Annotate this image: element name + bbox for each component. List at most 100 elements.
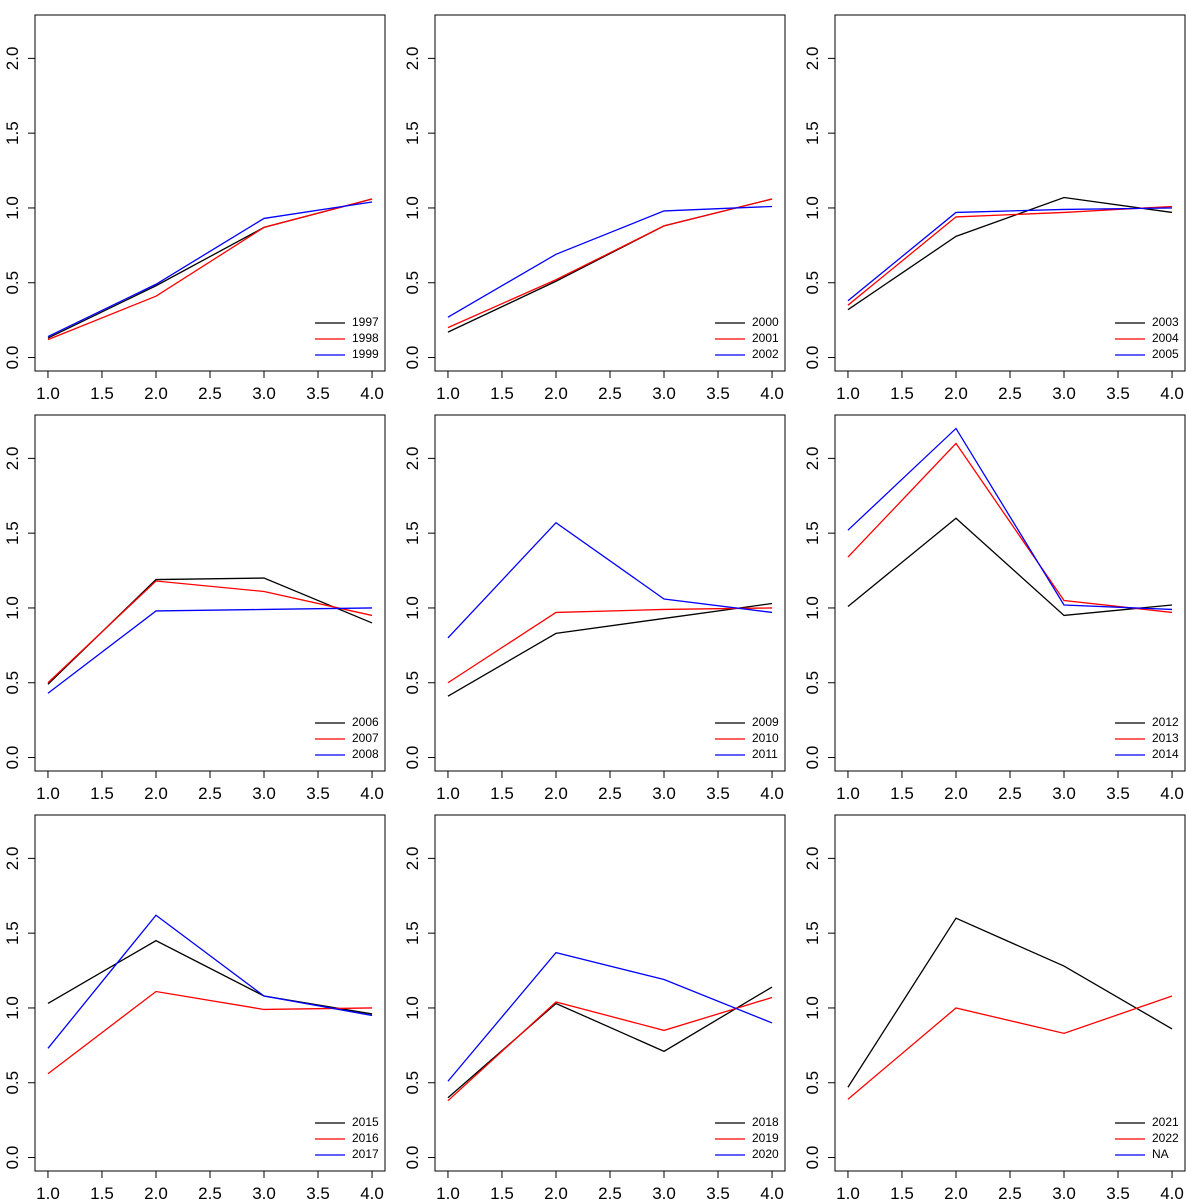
x-tick-label: 2.0 [544,384,568,403]
x-tick-label: 3.0 [652,784,676,803]
y-tick-label: 1.5 [3,121,22,145]
y-tick-label: 0.0 [3,1146,22,1170]
series-line [447,198,773,329]
legend-label: NA [1152,1147,1169,1161]
x-tick-label: 2.5 [198,384,222,403]
y-tick-label: 1.0 [3,196,22,220]
y-tick-label: 0.0 [3,346,22,370]
legend-label: 2017 [352,1147,379,1161]
series-line [47,580,373,684]
x-tick-label: 2.0 [144,784,168,803]
legend-label: 2005 [1152,347,1179,361]
legend-label: 2006 [352,715,379,729]
panel: 1.0 1.5 2.0 2.5 3.0 3.5 4.0 0.0 0.5 1.0 1.5 2.0 2000… [403,14,786,403]
legend-label: 2003 [1152,315,1179,329]
panel: 1.0 1.5 2.0 2.5 3.0 3.5 4.0 0.0 0.5 1.0 1.5 2.0 2021… [803,814,1186,1200]
legend-label: 1998 [352,331,379,345]
x-tick-label: 4.0 [360,384,384,403]
x-tick-label: 1.5 [90,384,114,403]
x-tick-label: 3.5 [1106,784,1130,803]
x-tick-label: 4.0 [1160,1184,1184,1200]
y-tick-label: 1.0 [803,996,822,1020]
series-line [447,198,773,333]
legend-label: 2018 [752,1115,779,1129]
series-line [47,201,373,338]
x-tick-label: 1.5 [490,384,514,403]
x-tick-label: 2.0 [944,784,968,803]
panel: 1.0 1.5 2.0 2.5 3.0 3.5 4.0 0.0 0.5 1.0 1.5 2.0 2012… [803,414,1186,803]
x-tick-label: 4.0 [360,1184,384,1200]
series-line [847,427,1173,611]
y-tick-label: 0.5 [403,671,422,695]
x-tick-label: 2.5 [998,384,1022,403]
y-tick-label: 0.0 [403,346,422,370]
y-tick-label: 2.0 [403,447,422,471]
x-tick-label: 1.0 [36,1184,60,1200]
legend-label: 2013 [1152,731,1179,745]
x-tick-label: 1.5 [890,784,914,803]
series-line [47,914,373,1049]
x-tick-label: 2.5 [598,384,622,403]
y-tick-label: 1.0 [3,596,22,620]
panel: 1.0 1.5 2.0 2.5 3.0 3.5 4.0 0.0 0.5 1.0 1.5 2.0 2006… [3,414,386,803]
series-line [47,607,373,694]
x-tick-label: 3.0 [252,784,276,803]
y-tick-label: 1.0 [403,596,422,620]
series-line [847,442,1173,614]
y-tick-label: 2.0 [3,447,22,471]
y-tick-label: 1.5 [803,921,822,945]
x-tick-label: 1.5 [490,784,514,803]
x-tick-label: 3.5 [1106,384,1130,403]
series-line [447,607,773,684]
x-tick-label: 4.0 [760,1184,784,1200]
x-tick-label: 3.5 [306,384,330,403]
x-tick-label: 1.0 [836,784,860,803]
x-tick-label: 4.0 [1160,784,1184,803]
y-tick-label: 2.0 [803,847,822,871]
series-line [847,207,1173,302]
legend-label: 2019 [752,1131,779,1145]
series-line [47,990,373,1075]
y-tick-label: 2.0 [403,47,422,71]
series-line [47,939,373,1015]
series-line [47,198,373,341]
x-tick-label: 1.0 [836,384,860,403]
y-tick-label: 0.0 [403,1146,422,1170]
y-tick-label: 1.0 [403,996,422,1020]
y-tick-label: 1.0 [3,996,22,1020]
x-tick-label: 3.5 [706,784,730,803]
y-tick-label: 1.0 [803,596,822,620]
plot-frame [434,414,786,772]
x-tick-label: 2.5 [998,1184,1022,1200]
y-tick-label: 1.5 [403,121,422,145]
y-tick-label: 2.0 [403,847,422,871]
x-tick-label: 1.0 [436,384,460,403]
y-tick-label: 0.0 [803,746,822,770]
y-tick-label: 0.5 [403,1071,422,1095]
legend-label: 2001 [752,331,779,345]
legend-label: 2000 [752,315,779,329]
x-tick-label: 4.0 [1160,384,1184,403]
x-tick-label: 2.0 [144,384,168,403]
series-line [47,198,373,339]
legend-label: 1999 [352,347,379,361]
legend-label: 2016 [352,1131,379,1145]
series-line [847,205,1173,306]
series-line [47,577,373,685]
y-tick-label: 1.5 [803,521,822,545]
y-tick-label: 0.5 [403,271,422,295]
plot-frame [434,14,786,372]
x-tick-label: 2.0 [944,384,968,403]
y-tick-label: 1.5 [403,921,422,945]
legend-label: 2010 [752,731,779,745]
y-tick-label: 0.5 [3,1071,22,1095]
x-tick-label: 1.0 [436,1184,460,1200]
y-tick-label: 0.5 [803,1071,822,1095]
x-tick-label: 4.0 [760,384,784,403]
y-tick-label: 0.5 [803,671,822,695]
y-tick-label: 0.5 [3,671,22,695]
y-tick-label: 1.5 [803,121,822,145]
y-tick-label: 0.5 [803,271,822,295]
legend-label: 2002 [752,347,779,361]
